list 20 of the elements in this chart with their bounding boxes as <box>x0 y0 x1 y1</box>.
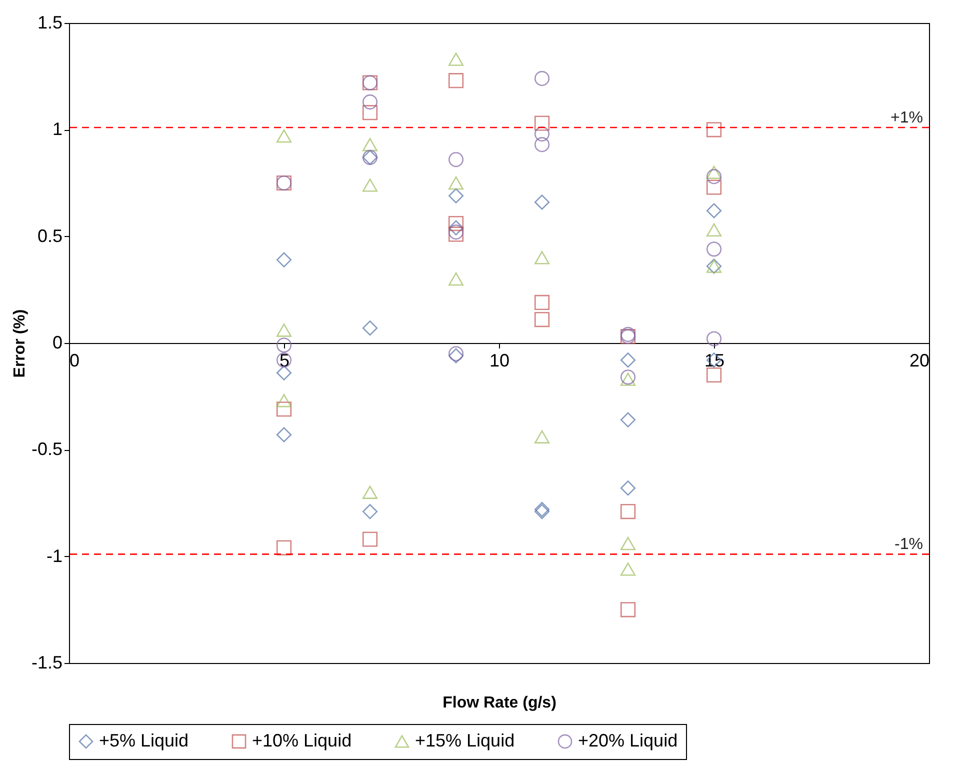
x-tick-label: 5 <box>279 350 290 370</box>
y-tick-label: -1.5 <box>31 652 62 672</box>
x-tick-label: 15 <box>704 350 725 370</box>
y-tick-label: 0 <box>52 332 62 352</box>
ref-line-label: -1% <box>894 536 923 554</box>
x-tick-label: 0 <box>70 350 80 370</box>
y-tick-label: -0.5 <box>31 439 62 460</box>
x-tick-label: 10 <box>489 350 510 370</box>
legend-label: +5% Liquid <box>99 730 189 750</box>
y-tick-label: 0.5 <box>37 226 62 246</box>
ref-line-label: +1% <box>890 110 923 127</box>
legend-label: +20% Liquid <box>578 730 678 750</box>
legend-label: +15% Liquid <box>415 730 515 750</box>
x-axis-title: Flow Rate (g/s) <box>442 694 556 712</box>
y-tick-label: -1 <box>46 546 62 566</box>
legend-label: +10% Liquid <box>252 730 352 750</box>
y-tick-label: 1.5 <box>37 12 62 32</box>
y-tick-label: 1 <box>52 119 62 140</box>
y-axis-title: Error (%) <box>11 309 28 378</box>
x-tick-label: 20 <box>909 350 930 370</box>
